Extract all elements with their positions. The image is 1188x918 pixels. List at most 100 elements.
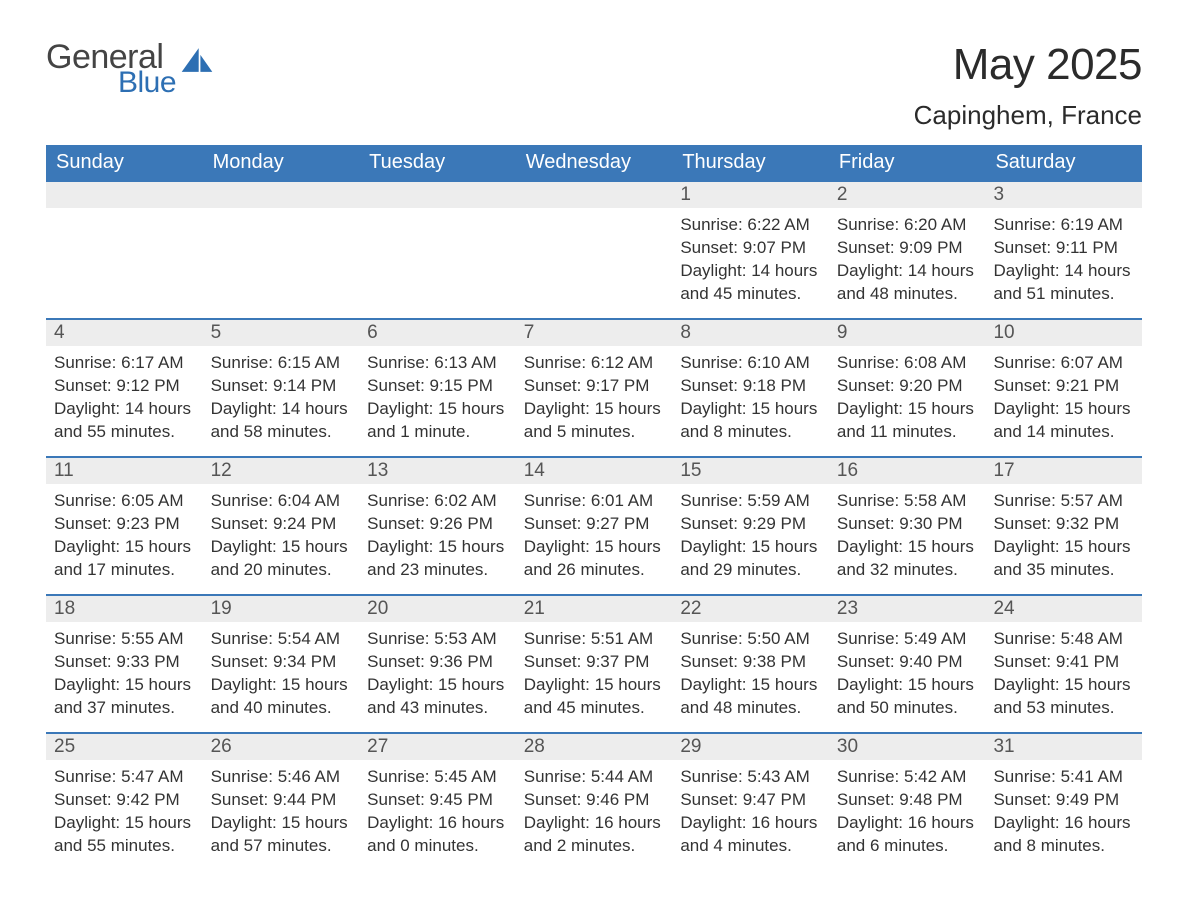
day-body: Sunrise: 5:53 AMSunset: 9:36 PMDaylight:… (359, 622, 516, 730)
daylight-line: Daylight: 15 hours and 53 minutes. (993, 674, 1134, 720)
sunrise-value: 5:47 AM (121, 767, 183, 786)
day-body: Sunrise: 6:07 AMSunset: 9:21 PMDaylight:… (985, 346, 1142, 454)
day-cell (46, 182, 203, 318)
sunset-line: Sunset: 9:38 PM (680, 651, 821, 674)
sunset-label: Sunset: (211, 790, 269, 809)
day-number: 17 (985, 458, 1142, 484)
sunset-label: Sunset: (993, 376, 1051, 395)
day-body: Sunrise: 6:02 AMSunset: 9:26 PMDaylight:… (359, 484, 516, 592)
day-number: 18 (46, 596, 203, 622)
daylight-line: Daylight: 15 hours and 11 minutes. (837, 398, 978, 444)
sunrise-value: 5:55 AM (121, 629, 183, 648)
sunrise-line: Sunrise: 5:58 AM (837, 490, 978, 513)
sunrise-value: 5:44 AM (591, 767, 653, 786)
sunset-value: 9:48 PM (899, 790, 962, 809)
daylight-label: Daylight: (837, 675, 903, 694)
sunset-label: Sunset: (524, 652, 582, 671)
day-cell: 9Sunrise: 6:08 AMSunset: 9:20 PMDaylight… (829, 320, 986, 456)
day-cell: 29Sunrise: 5:43 AMSunset: 9:47 PMDayligh… (672, 734, 829, 870)
sunset-label: Sunset: (367, 376, 425, 395)
sunset-line: Sunset: 9:37 PM (524, 651, 665, 674)
sunrise-line: Sunrise: 6:20 AM (837, 214, 978, 237)
day-cell: 20Sunrise: 5:53 AMSunset: 9:36 PMDayligh… (359, 596, 516, 732)
day-body: Sunrise: 5:58 AMSunset: 9:30 PMDaylight:… (829, 484, 986, 592)
sunrise-value: 5:42 AM (904, 767, 966, 786)
daylight-label: Daylight: (837, 537, 903, 556)
daylight-label: Daylight: (680, 813, 746, 832)
sunrise-label: Sunrise: (837, 629, 899, 648)
sunrise-label: Sunrise: (993, 353, 1055, 372)
sunrise-label: Sunrise: (680, 767, 742, 786)
daylight-label: Daylight: (54, 399, 120, 418)
day-number: 6 (359, 320, 516, 346)
sunset-value: 9:23 PM (116, 514, 179, 533)
location-subtitle: Capinghem, France (914, 100, 1142, 131)
day-cell: 2Sunrise: 6:20 AMSunset: 9:09 PMDaylight… (829, 182, 986, 318)
sunset-label: Sunset: (837, 376, 895, 395)
title-block: May 2025 Capinghem, France (914, 40, 1142, 131)
sunset-label: Sunset: (680, 514, 738, 533)
day-body: Sunrise: 5:44 AMSunset: 9:46 PM Daylight:… (516, 760, 673, 868)
daylight-label: Daylight: (524, 813, 590, 832)
day-number: 11 (46, 458, 203, 484)
weekday-header: Sunday (46, 145, 203, 180)
sunset-label: Sunset: (367, 652, 425, 671)
sunrise-value: 5:51 AM (591, 629, 653, 648)
day-body: Sunrise: 5:43 AMSunset: 9:47 PMDaylight:… (672, 760, 829, 868)
sunset-label: Sunset: (524, 376, 582, 395)
sunrise-line: Sunrise: 6:15 AM (211, 352, 352, 375)
sunrise-label: Sunrise: (680, 629, 742, 648)
day-cell: 28Sunrise: 5:44 AMSunset: 9:46 PMDayligh… (516, 734, 673, 870)
sunset-label: Sunset: (211, 652, 269, 671)
day-body: Sunrise: 5:47 AMSunset: 9:42 PMDaylight:… (46, 760, 203, 868)
sunset-value: 9:36 PM (430, 652, 493, 671)
sunset-value: 9:46 PM (586, 790, 649, 809)
sunset-label: Sunset: (993, 514, 1051, 533)
sunset-value: 9:14 PM (273, 376, 336, 395)
day-body: Sunrise: 6:01 AMSunset: 9:27 PMDaylight:… (516, 484, 673, 592)
sunset-value: 9:37 PM (586, 652, 649, 671)
sunrise-line: Sunrise: 5:48 AM (993, 628, 1134, 651)
daylight-label: Daylight: (680, 399, 746, 418)
daylight-label: Daylight: (680, 261, 746, 280)
sunset-label: Sunset: (680, 376, 738, 395)
day-number: 23 (829, 596, 986, 622)
daylight-label: Daylight: (993, 537, 1059, 556)
daylight-label: Daylight: (54, 537, 120, 556)
weekday-header: Wednesday (516, 145, 673, 180)
day-body: Sunrise: 5:49 AMSunset: 9:40 PMDaylight:… (829, 622, 986, 730)
sunset-line: Sunset: 9:48 PM (837, 789, 978, 812)
day-body: Sunrise: 6:12 AMSunset: 9:17 PMDaylight:… (516, 346, 673, 454)
sunset-line: Sunset: 9:18 PM (680, 375, 821, 398)
day-number: 2 (829, 182, 986, 208)
sunrise-line: Sunrise: 5:42 AM (837, 766, 978, 789)
sunset-label: Sunset: (54, 514, 112, 533)
day-number: 14 (516, 458, 673, 484)
daylight-line: Daylight: 15 hours and 50 minutes. (837, 674, 978, 720)
sunset-line: Sunset: 9:26 PM (367, 513, 508, 536)
day-number: 24 (985, 596, 1142, 622)
sunrise-line: Sunrise: 5:44 AM (524, 766, 665, 789)
sunset-line: Sunset: 9:45 PM (367, 789, 508, 812)
sunrise-line: Sunrise: 6:12 AM (524, 352, 665, 375)
sunrise-line: Sunrise: 5:50 AM (680, 628, 821, 651)
day-number: 7 (516, 320, 673, 346)
day-number: 29 (672, 734, 829, 760)
daylight-line: Daylight: 15 hours and 17 minutes. (54, 536, 195, 582)
sunrise-label: Sunrise: (211, 767, 273, 786)
sunset-value: 9:42 PM (116, 790, 179, 809)
sunrise-label: Sunrise: (680, 353, 742, 372)
day-cell: 18Sunrise: 5:55 AMSunset: 9:33 PMDayligh… (46, 596, 203, 732)
sunset-label: Sunset: (524, 790, 582, 809)
day-cell: 13Sunrise: 6:02 AMSunset: 9:26 PMDayligh… (359, 458, 516, 594)
daylight-line: Daylight: 16 hours and 4 minutes. (680, 812, 821, 858)
day-number: 10 (985, 320, 1142, 346)
daylight-label: Daylight: (211, 675, 277, 694)
day-number: 26 (203, 734, 360, 760)
sunrise-value: 5:54 AM (278, 629, 340, 648)
sunset-line: Sunset: 9:23 PM (54, 513, 195, 536)
sunrise-label: Sunrise: (837, 215, 899, 234)
day-body: Sunrise: 5:59 AMSunset: 9:29 PMDaylight:… (672, 484, 829, 592)
day-body: Sunrise: 6:05 AMSunset: 9:23 PMDaylight:… (46, 484, 203, 592)
sunset-line: Sunset: 9:27 PM (524, 513, 665, 536)
